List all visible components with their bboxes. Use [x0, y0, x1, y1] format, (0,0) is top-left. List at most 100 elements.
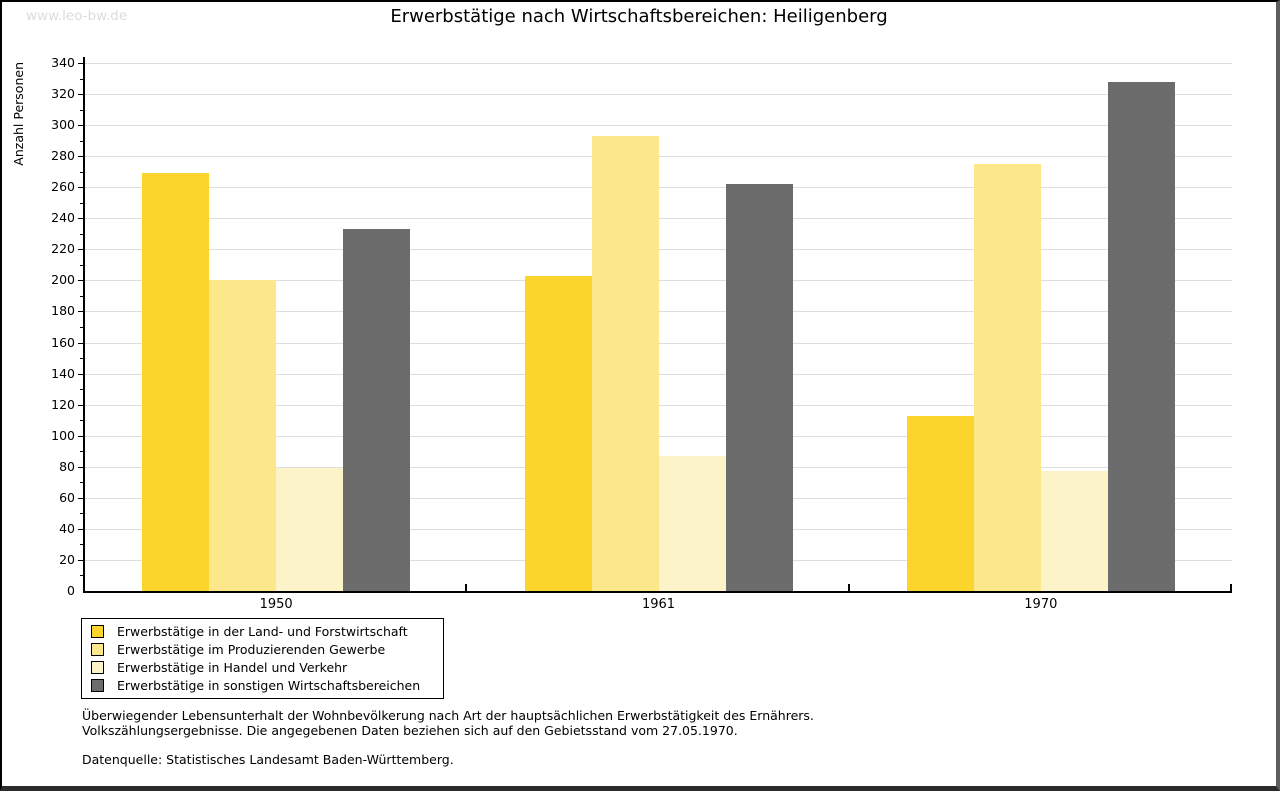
x-category-label: 1961 [641, 597, 676, 612]
y-axis-tick-label: 40 [59, 520, 75, 536]
gridline [85, 404, 1232, 406]
bar-1970-series-4 [1107, 81, 1175, 591]
y-axis-title: Anzahl Personen [11, 62, 26, 166]
y-axis-major-tick [78, 94, 83, 96]
bar-1961-series-4 [725, 184, 793, 591]
y-axis-minor-tick [80, 358, 83, 360]
gridline [85, 156, 1232, 158]
y-axis-minor-tick [80, 575, 83, 577]
y-axis-tick-label: 80 [59, 458, 75, 474]
legend-label: Erwerbstätige in Handel und Verkehr [117, 660, 348, 675]
legend-item-3: Erwerbstätige in Handel und Verkehr [82, 660, 443, 675]
y-axis-major-tick [78, 280, 83, 282]
source-note: Datenquelle: Statistisches Landesamt Bad… [82, 752, 454, 767]
y-axis-minor-tick [80, 389, 83, 391]
gridline [85, 63, 1232, 64]
y-axis-tick-label: 200 [51, 272, 75, 288]
legend-swatch-icon [91, 679, 104, 692]
y-axis-major-tick [78, 156, 83, 158]
y-axis-tick-label: 240 [51, 210, 75, 226]
x-category-label: 1950 [259, 597, 293, 612]
gridline [85, 373, 1232, 375]
legend-label: Erwerbstätige in der Land- und Forstwirt… [117, 624, 408, 639]
gridline [85, 435, 1232, 437]
bar-1950-series-4 [343, 229, 411, 591]
y-axis-tick-label: 120 [51, 396, 75, 412]
bar-1950-series-1 [142, 173, 210, 591]
x-axis-boundary-tick [465, 584, 468, 591]
y-axis-tick-label: 160 [51, 334, 75, 350]
y-axis-major-tick [78, 373, 83, 375]
legend-item-1: Erwerbstätige in der Land- und Forstwirt… [82, 624, 443, 639]
y-axis-tick-label: 60 [59, 489, 75, 505]
y-axis-tick-label: 280 [51, 148, 75, 164]
y-axis-tick-label: 0 [67, 583, 75, 598]
y-axis-tick-label: 180 [51, 303, 75, 319]
legend-swatch-icon [91, 643, 104, 656]
y-axis-line [83, 57, 85, 593]
y-axis-major-tick [78, 63, 83, 64]
y-axis-minor-tick [80, 420, 83, 422]
y-axis-minor-tick [80, 451, 83, 453]
y-axis-minor-tick [80, 482, 83, 484]
y-axis-minor-tick [80, 202, 83, 204]
y-axis-minor-tick [80, 109, 83, 111]
y-axis-minor-tick [80, 264, 83, 266]
gridline [85, 280, 1232, 282]
bar-1961-series-3 [658, 455, 726, 591]
y-axis-major-tick [78, 435, 83, 437]
y-axis-major-tick [78, 125, 83, 127]
y-axis-major-tick [78, 528, 83, 530]
y-axis-major-tick [78, 249, 83, 251]
y-axis-minor-tick [80, 78, 83, 80]
plot-area: 0 20 40 60 80 100 120 140 160 180 200 220 240 260 280 3… [51, 55, 1232, 612]
y-axis-major-tick [78, 466, 83, 468]
bar-1970-series-1 [906, 415, 974, 591]
watermark: www.leo-bw.de [26, 8, 128, 24]
y-axis-tick-label: 320 [51, 86, 75, 102]
bar-1961-series-1 [524, 275, 592, 591]
bar-1970-series-2 [973, 163, 1041, 591]
bar-1950-series-3 [276, 468, 344, 591]
bar-1961-series-2 [591, 135, 659, 591]
legend-item-2: Erwerbstätige im Produzierenden Gewerbe [82, 642, 443, 657]
legend: Erwerbstätige in der Land- und Forstwirt… [81, 618, 444, 699]
y-axis-tick-label: 140 [51, 365, 75, 381]
x-axis-boundary-tick [847, 584, 850, 591]
legend-label: Erwerbstätige im Produzierenden Gewerbe [117, 642, 386, 657]
x-category-label: 1970 [1024, 597, 1058, 612]
y-axis-minor-tick [80, 295, 83, 297]
y-axis-minor-tick [80, 171, 83, 173]
gridline [85, 218, 1232, 220]
x-axis-line [83, 591, 1232, 593]
y-axis-major-tick [78, 404, 83, 406]
gridline [85, 342, 1232, 344]
y-axis-major-tick [78, 559, 83, 561]
y-axis-minor-tick [80, 233, 83, 235]
footnote-line-1: Überwiegender Lebensunterhalt der Wohnbe… [82, 708, 814, 723]
gridline [85, 125, 1232, 127]
bar-1970-series-3 [1040, 471, 1108, 591]
footnote-line-2: Volkszählungsergebnisse. Die angegebenen… [82, 723, 738, 738]
chart-title: Erwerbstätige nach Wirtschaftsbereichen:… [390, 6, 888, 27]
y-axis-major-tick [78, 218, 83, 220]
y-axis-major-tick [78, 187, 83, 189]
y-axis-tick-label: 20 [59, 551, 75, 567]
y-axis-major-tick [78, 342, 83, 344]
y-axis-tick-label: 100 [51, 427, 75, 443]
y-axis-minor-tick [80, 544, 83, 546]
legend-label: Erwerbstätige in sonstigen Wirtschaftsbe… [117, 678, 421, 693]
gridline [85, 311, 1232, 313]
y-axis-tick-label: 340 [51, 55, 75, 70]
y-axis-minor-tick [80, 140, 83, 142]
gridline [85, 187, 1232, 189]
y-axis-major-tick [78, 311, 83, 313]
y-axis-tick-label: 260 [51, 179, 75, 195]
gridline [85, 249, 1232, 251]
x-axis-boundary-tick [1230, 584, 1232, 591]
bar-1950-series-2 [209, 280, 277, 591]
legend-item-4: Erwerbstätige in sonstigen Wirtschaftsbe… [82, 678, 443, 693]
y-axis-tick-label: 300 [51, 117, 75, 133]
legend-swatch-icon [91, 661, 104, 674]
